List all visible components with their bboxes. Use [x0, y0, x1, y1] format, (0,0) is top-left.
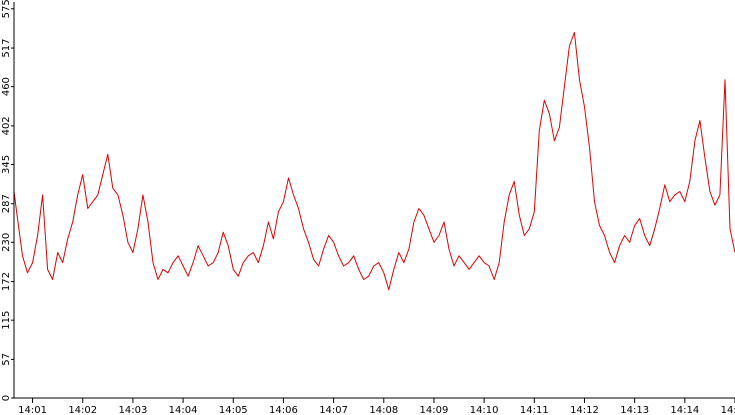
y-tick-label: 402	[1, 116, 12, 135]
x-tick-label: 14:11	[520, 405, 549, 415]
x-tick-label: 14:02	[68, 405, 97, 415]
x-tick-label: 14:08	[369, 405, 398, 415]
y-tick-label: 287	[1, 194, 12, 213]
y-tick-label: 115	[1, 311, 12, 330]
y-tick-label: 57	[1, 353, 12, 366]
x-tick-label: 14:15	[721, 405, 735, 415]
x-tick-label: 14:10	[470, 405, 499, 415]
y-tick-label: 345	[1, 155, 12, 174]
x-tick-label: 14:13	[620, 405, 649, 415]
y-axis: 0 57 115 172 230 287 345 402 460 517 575	[1, 0, 15, 401]
plot-area	[13, 32, 735, 291]
y-tick-label: 0	[1, 395, 12, 401]
series-line-0	[13, 32, 735, 291]
y-tick-label: 172	[1, 272, 12, 291]
x-tick-label: 14:14	[670, 405, 699, 415]
y-tick-label: 517	[1, 38, 12, 57]
y-tick-label: 575	[1, 0, 12, 18]
x-tick-label: 14:04	[169, 405, 198, 415]
x-tick-label: 14:12	[570, 405, 599, 415]
x-tick-label: 14:07	[319, 405, 348, 415]
x-tick-label: 14:06	[269, 405, 298, 415]
y-tick-label: 460	[1, 77, 12, 96]
x-tick-label: 14:01	[18, 405, 47, 415]
x-tick-label: 14:03	[118, 405, 147, 415]
y-tick-label: 230	[1, 233, 12, 252]
x-axis: 14:01 14:02 14:03 14:04 14:05 14:06 14:07 14:08…	[14, 397, 735, 415]
x-tick-label: 14:09	[420, 405, 449, 415]
x-tick-label: 14:05	[219, 405, 248, 415]
